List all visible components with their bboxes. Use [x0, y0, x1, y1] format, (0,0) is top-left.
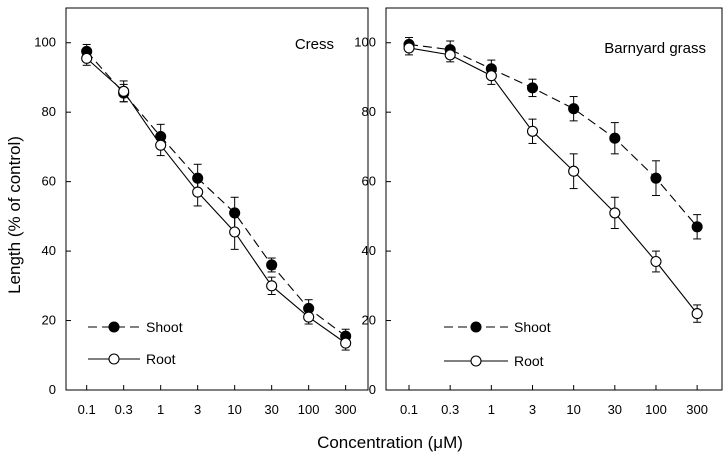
- legend-marker: [470, 321, 482, 333]
- x-tick-label: 1: [488, 402, 495, 417]
- series-line: [86, 51, 346, 337]
- data-point: [691, 308, 703, 320]
- data-point: [192, 186, 204, 198]
- y-tick-label: 20: [42, 313, 56, 328]
- series-root: [81, 50, 352, 351]
- x-tick-label: 3: [529, 402, 536, 417]
- data-point: [650, 255, 662, 268]
- x-axis-title: Concentration (μM): [317, 433, 463, 452]
- x-tick-label: 100: [645, 402, 667, 417]
- legend-label: Root: [146, 351, 176, 367]
- y-tick-label: 40: [362, 243, 376, 258]
- x-tick-label: 0.1: [78, 402, 96, 417]
- y-tick-label: 40: [42, 243, 56, 258]
- data-point: [155, 139, 167, 151]
- legend-label: Root: [514, 353, 544, 369]
- legend-marker: [470, 355, 482, 367]
- y-tick-label: 60: [42, 174, 56, 189]
- plot-frame: [65, 7, 369, 391]
- plot-frame: [385, 7, 723, 391]
- data-point: [444, 49, 456, 61]
- y-tick-label: 100: [354, 35, 376, 50]
- data-point: [568, 165, 580, 177]
- data-point: [526, 82, 539, 94]
- data-point: [650, 172, 662, 184]
- data-point: [403, 42, 415, 54]
- y-tick-label: 100: [34, 35, 56, 50]
- legend-label: Shoot: [146, 319, 183, 335]
- y-tick-label: 60: [362, 174, 376, 189]
- panel-title: Barnyard grass: [604, 40, 706, 57]
- series-line: [408, 43, 698, 228]
- legend-marker: [108, 321, 120, 333]
- panel-1: 0 20 40 60 80 100 0.1 0.3 1 3 10 30 100 300 Cress Shoot…: [34, 7, 369, 417]
- panel-title: Cress: [295, 36, 334, 53]
- x-tick-label: 30: [608, 402, 622, 417]
- y-tick-label: 0: [369, 382, 376, 397]
- data-point: [266, 280, 278, 292]
- data-point: [526, 125, 539, 137]
- x-tick-label: 10: [227, 402, 241, 417]
- x-tick-label: 3: [194, 402, 201, 417]
- data-point: [568, 103, 580, 115]
- series-root: [403, 40, 703, 323]
- legend-entry-shoot: Shoot: [444, 319, 551, 335]
- x-tick-label: 100: [298, 402, 320, 417]
- data-point: [118, 85, 130, 97]
- legend-entry-root: Root: [88, 351, 176, 367]
- y-tick-label: 80: [362, 104, 376, 119]
- data-point: [266, 259, 278, 271]
- series-line: [408, 47, 698, 314]
- legend-entry-root: Root: [444, 353, 544, 369]
- y-axis-title: Length (% of control): [5, 136, 24, 294]
- y-tick-label: 0: [49, 382, 56, 397]
- data-point: [691, 221, 703, 233]
- data-point: [303, 311, 315, 323]
- x-tick-label: 10: [566, 402, 580, 417]
- data-point: [609, 207, 621, 219]
- data-point: [340, 337, 352, 349]
- series-line: [86, 57, 346, 344]
- legend-entry-shoot: Shoot: [88, 319, 183, 335]
- data-point: [81, 52, 93, 64]
- x-tick-label: 0.3: [115, 402, 133, 417]
- panel-2: 0 20 40 60 80 100 0.1 0.3 1 3 10 30 100 300 Barnyard g…: [354, 7, 723, 417]
- data-point: [485, 70, 497, 82]
- x-tick-label: 30: [264, 402, 278, 417]
- data-point: [609, 132, 621, 144]
- legend-label: Shoot: [514, 319, 551, 335]
- y-tick-label: 20: [362, 313, 376, 328]
- x-tick-label: 0.3: [441, 402, 459, 417]
- y-tick-label: 80: [42, 104, 56, 119]
- x-tick-label: 300: [686, 402, 708, 417]
- series-shoot: [403, 37, 703, 240]
- legend-marker: [108, 353, 120, 365]
- x-tick-label: 0.1: [400, 402, 418, 417]
- x-tick-label: 1: [157, 402, 164, 417]
- x-tick-label: 300: [335, 402, 357, 417]
- data-point: [229, 226, 241, 238]
